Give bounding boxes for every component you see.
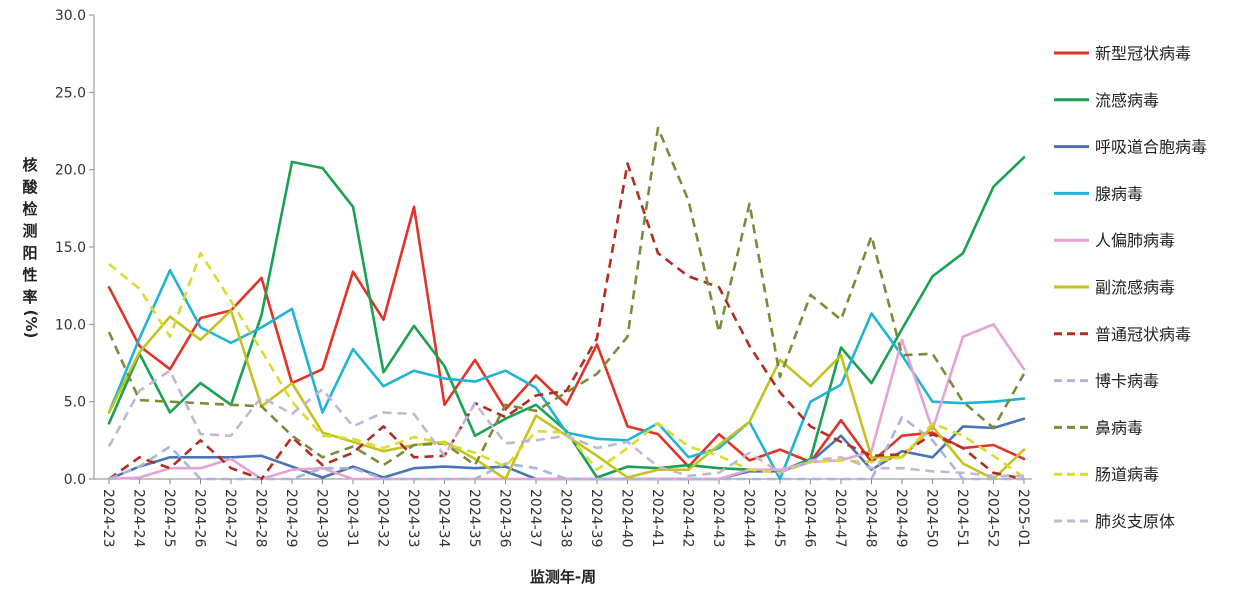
x-tick-label: 2024-33	[405, 489, 421, 548]
x-tick-label: 2024-40	[619, 489, 635, 548]
series-line-1	[107, 156, 1026, 479]
legend-label: 呼吸道合胞病毒	[1095, 138, 1207, 157]
y-tick-label: 5.0	[64, 395, 86, 411]
x-tick-label: 2024-35	[466, 489, 482, 548]
legend-label: 鼻病毒	[1095, 418, 1143, 437]
x-tick-label: 2024-38	[558, 489, 574, 548]
x-tick-label: 2025-01	[1015, 489, 1031, 548]
series-line-6	[108, 162, 1025, 481]
x-tick-label: 2024-42	[680, 489, 696, 548]
legend-label: 普通冠状病毒	[1095, 325, 1191, 344]
legend-label: 人偏肺病毒	[1095, 231, 1175, 250]
x-tick-label: 2024-27	[222, 489, 238, 548]
x-tick-label: 2024-30	[314, 489, 330, 548]
x-tick-label: 2024-47	[832, 489, 848, 548]
x-tick-label: 2024-46	[802, 489, 818, 548]
x-tick-label: 2024-43	[710, 489, 726, 548]
x-tick-label: 2024-48	[863, 489, 879, 548]
x-tick-label: 2024-25	[161, 489, 177, 548]
x-tick-label: 2024-50	[924, 489, 940, 548]
x-tick-label: 2024-39	[588, 489, 604, 548]
y-axis-title-char: 阳	[22, 244, 37, 262]
x-tick-label: 2024-29	[283, 489, 299, 548]
legend-label: 肠道病毒	[1095, 465, 1159, 484]
x-tick-label: 2024-45	[771, 489, 787, 548]
axes	[93, 15, 1032, 480]
series-line-0	[107, 205, 1026, 468]
x-tick-label: 2024-28	[253, 489, 269, 548]
y-axis-title-char: 检	[22, 200, 37, 218]
x-tick-label: 2024-44	[741, 489, 757, 548]
x-tick-label: 2024-37	[527, 489, 543, 548]
legend-label: 新型冠状病毒	[1095, 44, 1191, 63]
x-axis-title: 监测年-周	[530, 568, 596, 586]
x-tick-label: 2024-34	[436, 489, 452, 548]
x-tick-label: 2024-49	[893, 489, 909, 548]
series-line-8	[107, 126, 1026, 467]
x-tick-label: 2024-26	[192, 489, 208, 548]
x-axis-ticks: 2024-23 2024-24 2024-25 2024-26 2024-27 2024-…	[100, 479, 1031, 548]
y-axis-ticks: 0.0 5.0 10.0 15.0 20.0 25.0 30.0	[55, 8, 94, 488]
legend-label: 流感病毒	[1095, 91, 1159, 110]
x-tick-label: 2024-31	[344, 489, 360, 548]
y-tick-label: 0.0	[64, 472, 86, 488]
series-line-9	[108, 251, 1025, 479]
legend-label: 博卡病毒	[1095, 372, 1159, 391]
series-line-3	[107, 268, 1026, 481]
y-axis-title-char: 测	[22, 222, 37, 240]
y-tick-label: 10.0	[55, 317, 86, 333]
y-axis-title-char: (%)	[22, 310, 40, 339]
y-tick-label: 15.0	[55, 240, 86, 256]
y-axis-title-char: 酸	[22, 178, 38, 196]
legend-label: 肺炎支原体	[1095, 512, 1175, 531]
x-tick-label: 2024-51	[954, 489, 970, 548]
y-tick-label: 30.0	[55, 8, 86, 24]
y-tick-label: 25.0	[55, 85, 86, 101]
x-tick-label: 2024-24	[131, 489, 147, 548]
x-tick-label: 2024-32	[375, 489, 391, 548]
y-axis-title-char: 率	[22, 288, 37, 306]
x-tick-label: 2024-23	[100, 489, 116, 548]
legend: 新型冠状病毒流感病毒呼吸道合胞病毒腺病毒人偏肺病毒副流感病毒普通冠状病毒博卡病毒…	[1054, 44, 1207, 531]
x-tick-label: 2024-36	[497, 489, 513, 548]
series-lines	[107, 126, 1026, 481]
y-tick-label: 20.0	[55, 163, 86, 179]
x-tick-label: 2024-52	[985, 489, 1001, 548]
x-tick-label: 2024-41	[649, 489, 665, 548]
legend-label: 副流感病毒	[1095, 278, 1175, 297]
y-axis-title-char: 核	[22, 156, 37, 174]
y-axis-title-char: 性	[22, 266, 37, 284]
series-line-10	[107, 369, 1024, 478]
legend-label: 腺病毒	[1095, 184, 1143, 203]
